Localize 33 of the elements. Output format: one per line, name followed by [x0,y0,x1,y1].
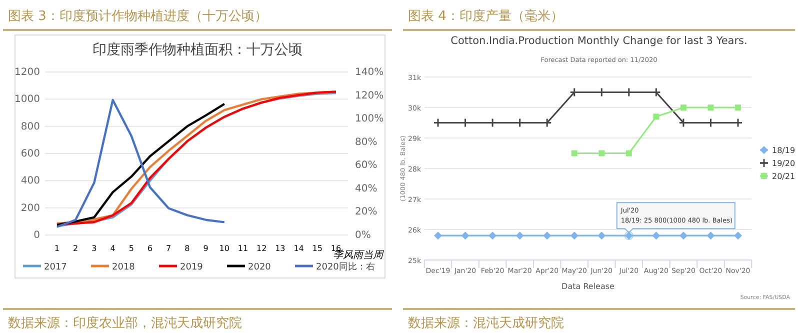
legend-label: 2019 [180,262,204,272]
point [488,232,497,240]
point [434,232,442,240]
point [652,232,660,240]
chart-title: Cotton.India.Production Monthly Change for last 3 Years. [450,35,748,47]
legend-label: 2020同比：右 [316,262,375,272]
point [571,150,578,156]
point [598,150,605,156]
point [735,104,741,110]
point [543,232,552,240]
point [679,232,688,240]
point [516,232,524,240]
point [706,232,715,240]
point [598,232,606,240]
point [680,104,686,110]
heading: 图表 4：印度产量（毫米） [408,9,564,24]
legend-label: 2017 [44,262,67,272]
legend-label: 2018 [112,262,136,272]
chart-title: 印度雨季作物种植面积：十万公顷 [92,42,302,58]
legend-label: 20/21 [772,172,796,181]
legend-label: 18/19 [772,146,796,155]
x-axis-title: Data Release [562,282,615,291]
point [734,232,742,240]
source: 数据来源：混沌天成研究院 [408,316,564,331]
legend-label: 2020 [248,262,272,272]
legend-label: 19/20 [772,159,796,168]
source: 数据来源：印度农业部，混沌天成研究院 [8,316,242,331]
point [708,104,714,110]
heading: 图表 3：印度预计作物种植进度（十万公顷） [8,9,268,24]
point [626,150,632,156]
point [461,232,470,240]
point [570,232,578,240]
point [653,114,660,120]
